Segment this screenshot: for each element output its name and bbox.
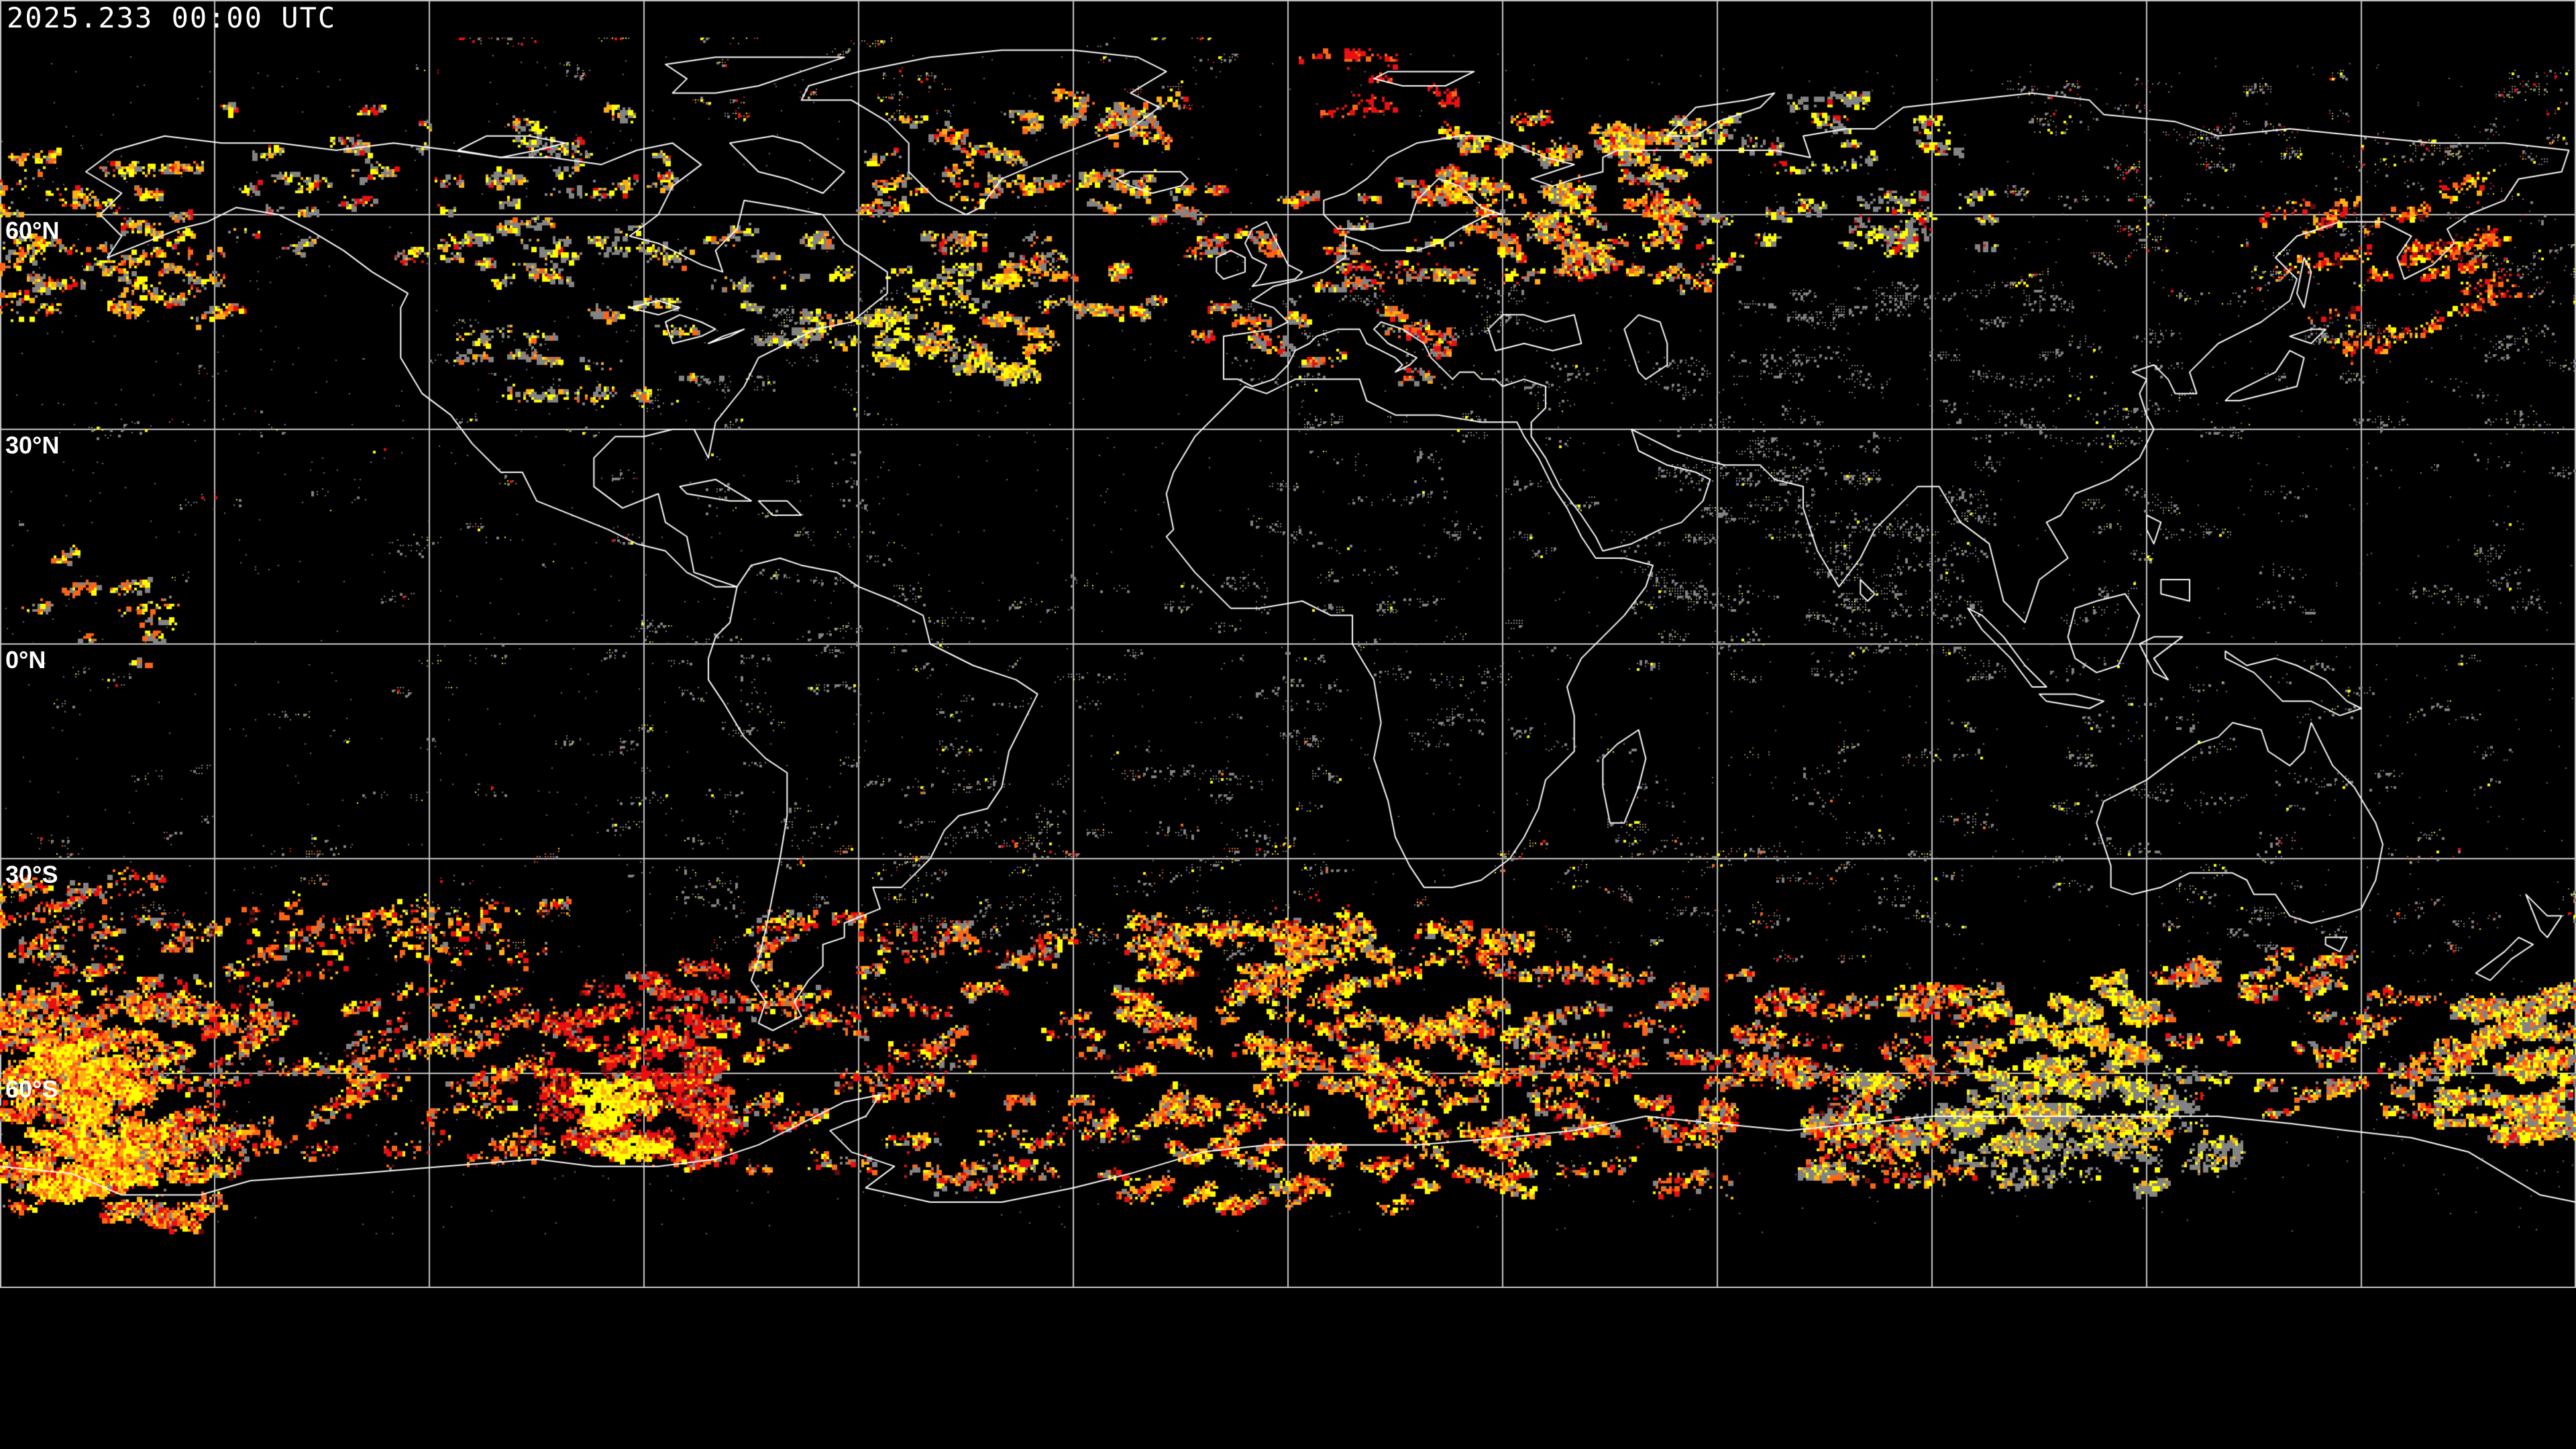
- lat-label-2: 0°N: [5, 646, 46, 674]
- lat-label-0: 60°N: [5, 217, 60, 244]
- lat-label-4: 60°S: [5, 1075, 58, 1103]
- legend: SLW Large Drop Index 13.5-1616-1919-2222…: [0, 1288, 2576, 1449]
- map-canvas: [0, 0, 2576, 1288]
- lat-label-1: 30°N: [5, 431, 60, 459]
- world-map: 2025.233 00:00 UTC 60°N 30°N 0°N 30°S 60°S: [0, 0, 2576, 1288]
- timestamp: 2025.233 00:00 UTC: [7, 1, 337, 34]
- lat-label-3: 30°S: [5, 861, 58, 888]
